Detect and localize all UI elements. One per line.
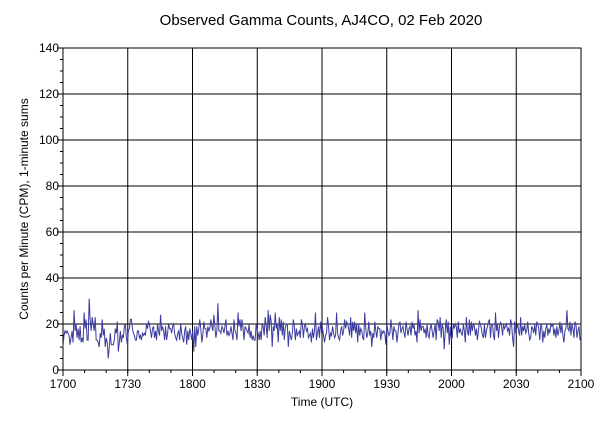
grid-lines (63, 48, 581, 370)
y-tick-label: 120 (39, 87, 59, 101)
y-tick-label: 40 (46, 271, 60, 285)
y-tick-label: 80 (46, 179, 60, 193)
y-tick-label: 20 (46, 317, 60, 331)
x-tick-label: 1930 (373, 377, 400, 391)
chart-title: Observed Gamma Counts, AJ4CO, 02 Feb 202… (160, 12, 483, 29)
x-tick-label: 1800 (179, 377, 206, 391)
y-tick-label: 0 (52, 363, 59, 377)
x-axis-ticks: 1700 1730 1800 1830 1900 1930 2000 2030 2100 (50, 370, 595, 391)
x-axis-label: Time (UTC) (291, 395, 353, 409)
x-tick-label: 1700 (50, 377, 77, 391)
y-axis-ticks: 0 20 40 60 80 100 120 140 (39, 41, 63, 377)
x-tick-label: 1730 (114, 377, 141, 391)
x-tick-label: 1830 (244, 377, 271, 391)
y-tick-label: 140 (39, 41, 59, 55)
x-tick-label: 2100 (568, 377, 595, 391)
x-tick-label: 1900 (309, 377, 336, 391)
y-tick-label: 60 (46, 225, 60, 239)
y-axis-label: Counts per Minute (CPM), 1-minute sums (17, 98, 31, 319)
y-tick-label: 100 (39, 133, 59, 147)
gamma-count-line (62, 298, 582, 359)
x-tick-label: 2030 (503, 377, 530, 391)
x-tick-label: 2000 (438, 377, 465, 391)
